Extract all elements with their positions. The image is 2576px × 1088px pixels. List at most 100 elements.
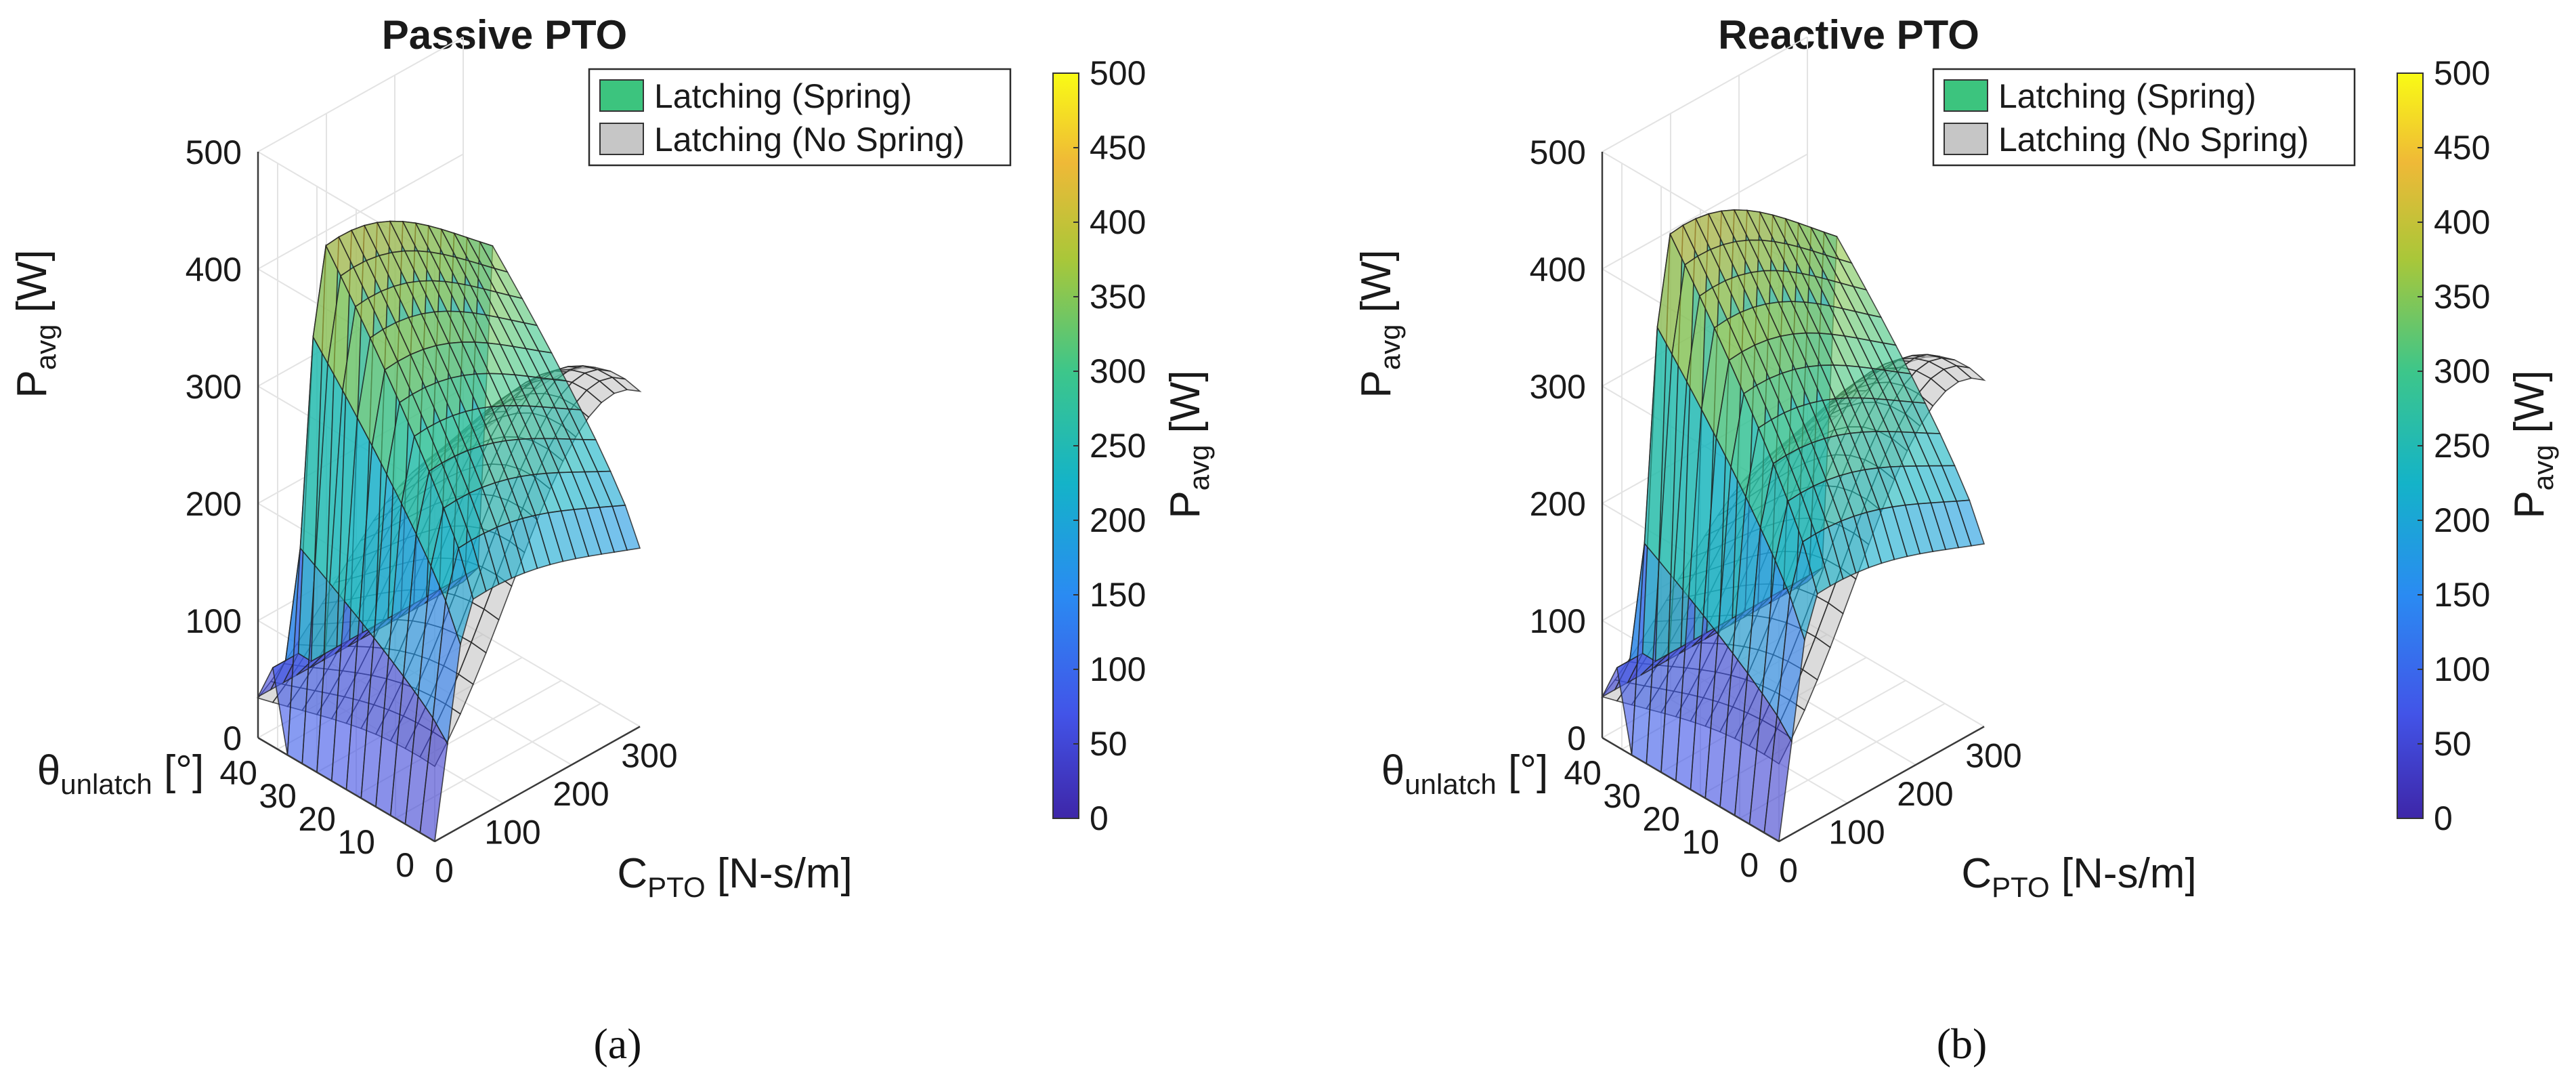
- colorbar-tick-label: 150: [2434, 576, 2490, 614]
- legend: Latching (Spring) Latching (No Spring): [588, 68, 1012, 167]
- colorbar-tick-label: 350: [1090, 278, 1146, 316]
- x-tick-label: 0: [1779, 852, 1798, 890]
- colorbar-tick-label: 0: [1090, 799, 1109, 837]
- colorbar-tick-label: 50: [2434, 725, 2472, 763]
- axis-lines: [1601, 152, 1985, 843]
- x-tick-label: 300: [1965, 737, 2021, 775]
- x-tick-label: 0: [435, 852, 454, 890]
- z-tick-label: 400: [1530, 251, 1586, 289]
- x-axis-label-sub: PTO: [1992, 871, 2050, 903]
- z-tick-label: 500: [186, 133, 242, 171]
- svg-text:Pavg [W]: Pavg [W]: [1162, 370, 1215, 518]
- y-tick-label: 10: [337, 823, 375, 861]
- legend-label-spring: Latching (Spring): [654, 77, 912, 115]
- panel-b-reactive-pto: Reactive PTO0100200300010203040010020030…: [1353, 12, 2559, 1068]
- colorbar-tick-label: 450: [1090, 129, 1146, 167]
- x-tick-label: 100: [484, 814, 540, 852]
- x-axis-label-unit: [N-s/m]: [2050, 850, 2197, 897]
- colorbar-label: Pavg [W]: [1162, 370, 1215, 518]
- colorbar-label-main: P: [2506, 490, 2553, 518]
- colorbar-tick-label: 200: [1090, 501, 1146, 539]
- colorbar-tick-label: 100: [1090, 650, 1146, 688]
- y-tick-label: 30: [1603, 777, 1641, 815]
- x-axis-label: CPTO [N-s/m]: [1961, 850, 2196, 903]
- y-axis-label-main: θ: [1381, 747, 1404, 794]
- z-tick-label: 100: [1530, 602, 1586, 640]
- z-tick-label: 500: [1530, 133, 1586, 171]
- colorbar-tick-label: 200: [2434, 501, 2490, 539]
- surface-cell: [611, 504, 641, 551]
- z-tick-label: 400: [186, 251, 242, 289]
- y-axis-label-main: θ: [37, 747, 60, 794]
- x-tick-label: 300: [621, 737, 677, 775]
- y-tick-label: 20: [1642, 800, 1680, 838]
- colorbar-tick-label: 450: [2434, 129, 2490, 167]
- panel-title: Reactive PTO: [1718, 12, 1979, 58]
- z-axis-label-unit: [W]: [9, 249, 56, 324]
- legend-swatch-no-spring: [1944, 123, 1988, 155]
- z-axis-label-unit: [W]: [1353, 249, 1400, 324]
- colorbar-label-unit: [W]: [2506, 370, 2553, 444]
- panel-a-passive-pto: Passive PTO01002003000102030400100200300…: [9, 12, 1215, 1068]
- axis-lines: [257, 152, 641, 843]
- colorbar-tick-label: 400: [2434, 203, 2490, 241]
- y-tick-label: 0: [395, 846, 414, 884]
- z-axis-label: Pavg [W]: [1353, 249, 1406, 398]
- colorbar-tick-label: 500: [1090, 54, 1146, 92]
- y-axis-label-unit: [°]: [1497, 747, 1548, 794]
- colorbar-label-sub: avg: [1183, 445, 1215, 491]
- legend-label-spring: Latching (Spring): [1998, 77, 2256, 115]
- colorbar: 0 50 100 150 200 250 300 350 400 450 500 Pavg [W]: [1052, 54, 1215, 837]
- z-axis-label-sub: avg: [30, 325, 62, 371]
- y-tick-label: 20: [298, 800, 336, 838]
- y-axis-label-unit: [°]: [152, 747, 204, 794]
- colorbar: 0 50 100 150 200 250 300 350 400 450 500 Pavg [W]: [2397, 54, 2559, 837]
- surface-latching-spring: [1601, 209, 1985, 843]
- svg-text:θunlatch [°]: θunlatch [°]: [1381, 747, 1548, 800]
- x-axis-label: CPTO [N-s/m]: [617, 850, 852, 903]
- z-tick-label: 300: [186, 368, 242, 406]
- colorbar-tick-label: 50: [1090, 725, 1128, 763]
- x-tick-label: 100: [1828, 814, 1885, 852]
- legend-swatch-spring: [1944, 79, 1988, 112]
- colorbar-tick-label: 0: [2434, 799, 2453, 837]
- z-tick-label: 0: [223, 719, 242, 757]
- legend-label-no-spring: Latching (No Spring): [654, 121, 965, 159]
- svg-text:Pavg [W]: Pavg [W]: [1353, 249, 1406, 398]
- z-axis-label-sub: avg: [1374, 325, 1406, 371]
- z-axis-label-main: P: [1353, 370, 1400, 398]
- z-tick-label: 200: [186, 485, 242, 523]
- svg-text:CPTO [N-s/m]: CPTO [N-s/m]: [1961, 850, 2196, 903]
- y-tick-label: 10: [1681, 823, 1719, 861]
- z-tick-label: 0: [1567, 719, 1586, 757]
- legend-label-no-spring: Latching (No Spring): [1998, 121, 2309, 159]
- y-tick-label: 40: [219, 754, 257, 792]
- colorbar-label-unit: [W]: [1162, 370, 1209, 444]
- colorbar-tick-label: 100: [2434, 650, 2490, 688]
- panel-caption: (b): [1937, 1020, 1988, 1068]
- legend-swatch-no-spring: [599, 123, 644, 155]
- legend-swatch-spring: [599, 79, 644, 112]
- colorbar-tick-label: 250: [2434, 427, 2490, 465]
- y-tick-label: 0: [1740, 846, 1759, 884]
- x-axis-label-main: C: [1961, 850, 1992, 897]
- y-tick-label: 40: [1564, 754, 1602, 792]
- z-tick-label: 100: [186, 602, 242, 640]
- y-axis-label: θunlatch [°]: [37, 747, 204, 800]
- surface-cell: [1954, 364, 1986, 381]
- y-axis-label: θunlatch [°]: [1381, 747, 1548, 800]
- x-tick-label: 200: [553, 775, 609, 813]
- colorbar-tick-label: 350: [2434, 278, 2490, 316]
- colorbar-label-main: P: [1162, 490, 1209, 518]
- z-tick-label: 200: [1530, 485, 1586, 523]
- y-axis-label-sub: unlatch: [60, 768, 152, 800]
- z-axis-label: Pavg [W]: [9, 249, 62, 398]
- colorbar-label-sub: avg: [2527, 445, 2559, 491]
- x-axis-label-main: C: [617, 850, 647, 897]
- surface-cell: [610, 376, 642, 392]
- svg-text:CPTO [N-s/m]: CPTO [N-s/m]: [617, 850, 852, 903]
- svg-text:Pavg [W]: Pavg [W]: [2506, 370, 2559, 518]
- z-axis-label-main: P: [9, 370, 56, 398]
- panel-title: Passive PTO: [382, 12, 627, 58]
